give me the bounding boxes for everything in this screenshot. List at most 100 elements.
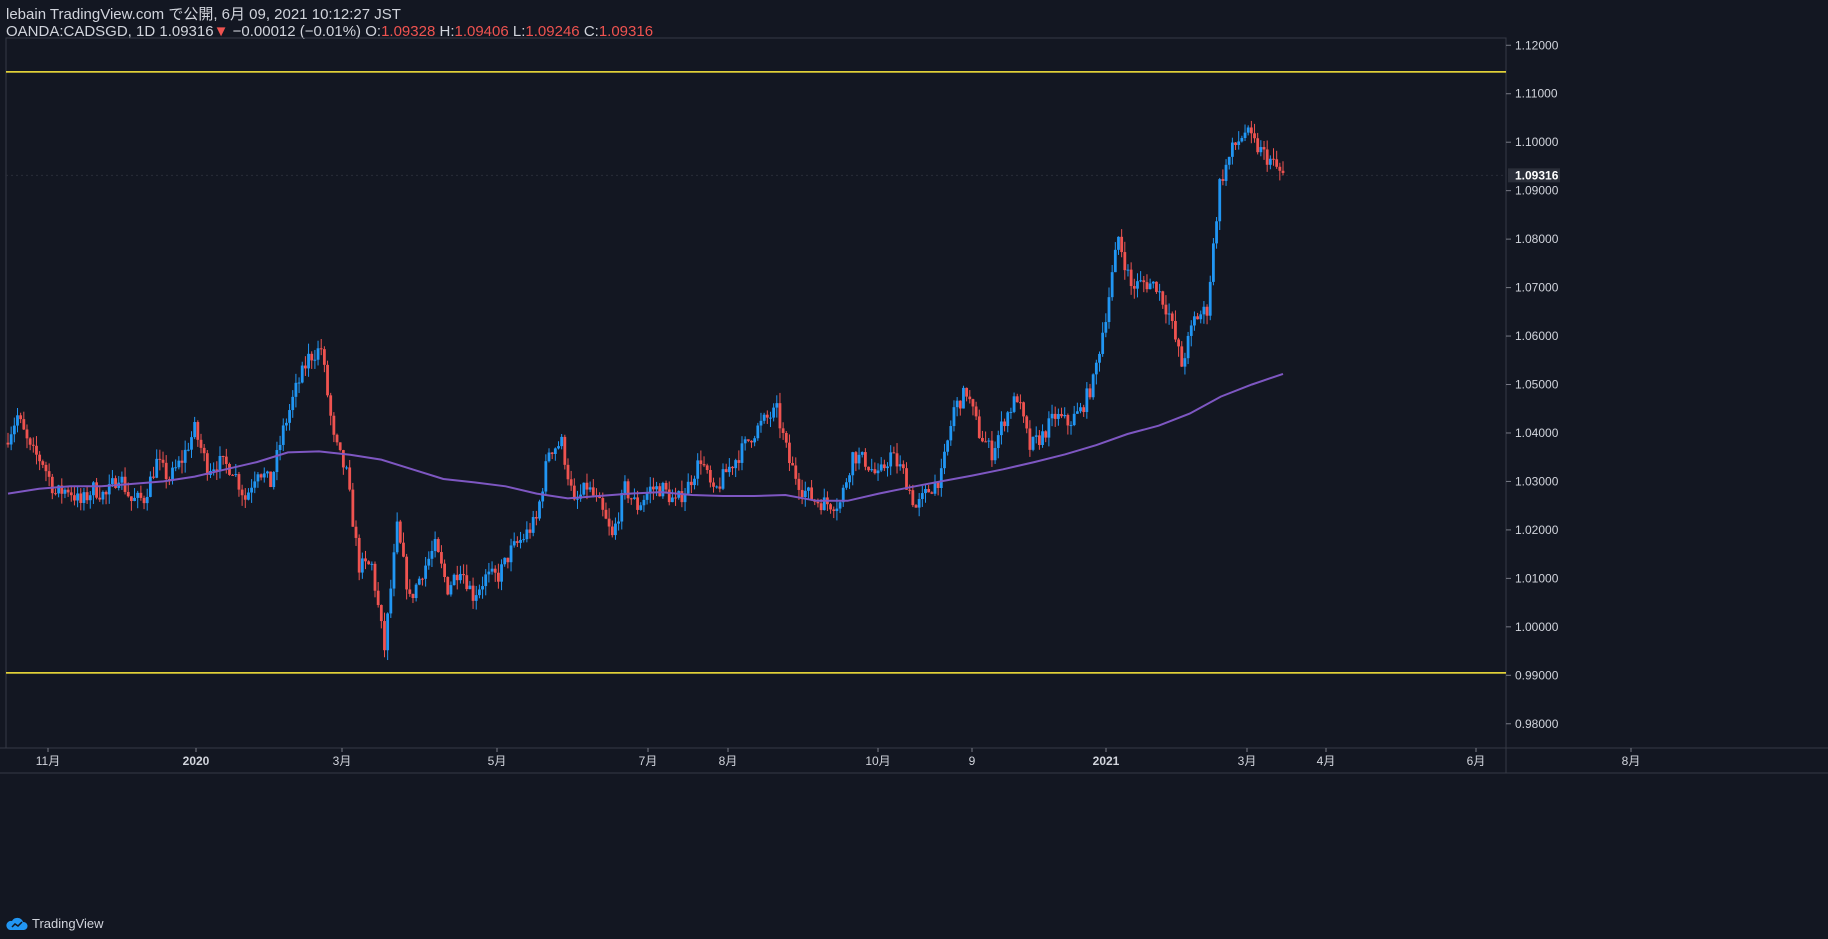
candle-down bbox=[126, 491, 130, 497]
candle-down bbox=[496, 572, 500, 582]
candle-up bbox=[190, 437, 193, 450]
candle-up bbox=[101, 491, 105, 500]
candle-up bbox=[474, 595, 478, 601]
candle-down bbox=[421, 578, 424, 580]
candle-down bbox=[1164, 304, 1168, 315]
candle-up bbox=[557, 446, 560, 449]
candle-up bbox=[1208, 281, 1212, 316]
candle-up bbox=[370, 563, 374, 565]
candle-down bbox=[652, 486, 655, 490]
candle-down bbox=[50, 476, 54, 494]
brand-label: TradingView bbox=[32, 916, 104, 931]
candle-up bbox=[522, 539, 526, 541]
candle-up bbox=[424, 565, 428, 579]
candle-up bbox=[955, 400, 959, 408]
candle-down bbox=[591, 487, 595, 496]
candle-down bbox=[1145, 282, 1149, 290]
candle-up bbox=[1110, 272, 1114, 298]
candle-down bbox=[534, 517, 538, 519]
candle-down bbox=[335, 434, 339, 443]
candle-down bbox=[1170, 313, 1174, 321]
candle-up bbox=[538, 501, 541, 519]
high-label: H: bbox=[439, 23, 455, 40]
candle-up bbox=[360, 558, 364, 573]
candle-down bbox=[243, 495, 247, 500]
candle-down bbox=[25, 429, 29, 439]
candle-down bbox=[895, 453, 899, 467]
low-label: L: bbox=[512, 23, 526, 40]
candle-up bbox=[57, 485, 61, 494]
candle-down bbox=[1180, 346, 1184, 367]
candle-up bbox=[288, 410, 291, 423]
price-tick-label: 1.06000 bbox=[1515, 329, 1559, 343]
candle-up bbox=[1050, 413, 1054, 419]
open-label: O: bbox=[365, 23, 382, 40]
candle-up bbox=[715, 486, 719, 488]
candle-up bbox=[63, 489, 67, 494]
candle-up bbox=[285, 422, 288, 426]
candle-up bbox=[1113, 249, 1117, 273]
time-tick-label: 8月 bbox=[1622, 754, 1641, 768]
candle-down bbox=[471, 585, 475, 601]
candle-down bbox=[221, 455, 225, 457]
candle-up bbox=[1202, 306, 1206, 315]
candle-up bbox=[844, 482, 848, 488]
candle-down bbox=[965, 387, 969, 397]
candle-up bbox=[860, 452, 864, 455]
candle-down bbox=[1275, 159, 1279, 167]
candle-up bbox=[250, 487, 254, 493]
time-tick-label: 4月 bbox=[1317, 754, 1336, 768]
candle-up bbox=[772, 407, 776, 418]
candle-down bbox=[1028, 428, 1032, 450]
candle-down bbox=[237, 474, 241, 490]
candle-down bbox=[629, 498, 633, 500]
candle-down bbox=[152, 476, 155, 478]
publisher-line: lebain TradingView.com で公開, 6月 09, 2021 … bbox=[6, 6, 401, 23]
candle-up bbox=[1189, 325, 1193, 336]
last-price-tag bbox=[1508, 168, 1560, 183]
candle-down bbox=[341, 450, 345, 468]
candle-up bbox=[642, 499, 646, 506]
candle-down bbox=[819, 503, 823, 511]
candle-down bbox=[705, 465, 709, 470]
candle-up bbox=[256, 474, 260, 482]
candle-down bbox=[411, 593, 415, 599]
candle-up bbox=[481, 586, 484, 590]
candle-up bbox=[949, 426, 953, 441]
candle-down bbox=[402, 542, 405, 557]
candle-up bbox=[478, 589, 481, 596]
candle-down bbox=[269, 471, 272, 488]
candle-up bbox=[1075, 411, 1079, 414]
candle-up bbox=[487, 571, 491, 575]
candle-up bbox=[512, 541, 516, 546]
candle-up bbox=[734, 460, 738, 469]
candle-up bbox=[1000, 421, 1003, 436]
candle-up bbox=[266, 471, 269, 474]
low-value: 1.09246 bbox=[525, 23, 580, 40]
candle-up bbox=[433, 539, 437, 552]
tradingview-logo[interactable]: TradingView bbox=[6, 916, 104, 931]
candle-up bbox=[12, 425, 16, 435]
candle-down bbox=[35, 445, 38, 455]
candle-down bbox=[240, 489, 244, 496]
candle-up bbox=[484, 574, 488, 587]
candle-down bbox=[31, 444, 35, 446]
candle-up bbox=[1199, 314, 1203, 320]
candle-up bbox=[1047, 418, 1051, 438]
candle-down bbox=[832, 509, 836, 511]
candle-down bbox=[379, 605, 383, 622]
candle-down bbox=[398, 521, 402, 543]
price-tick-label: 1.05000 bbox=[1515, 378, 1559, 392]
candle-up bbox=[670, 497, 674, 503]
candle-up bbox=[133, 497, 136, 502]
candle-up bbox=[1009, 411, 1013, 413]
candle-down bbox=[1281, 170, 1285, 173]
candle-down bbox=[566, 464, 570, 480]
candle-up bbox=[247, 492, 250, 500]
candle-up bbox=[633, 497, 636, 499]
candle-down bbox=[550, 452, 554, 454]
close-label: C: bbox=[583, 23, 599, 40]
candle-up bbox=[639, 505, 643, 510]
candle-up bbox=[212, 469, 216, 471]
